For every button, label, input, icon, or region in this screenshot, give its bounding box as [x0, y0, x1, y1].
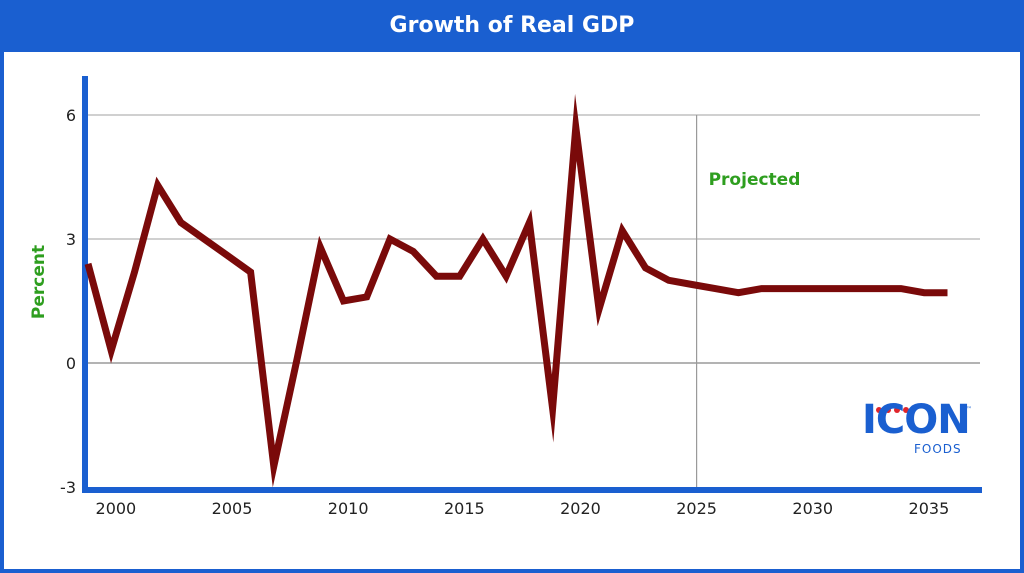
axes — [82, 76, 982, 493]
title-bar: Growth of Real GDP — [0, 0, 1024, 52]
y-tick-labels: -3 0 3 6 — [60, 106, 76, 497]
logo-dots — [867, 398, 912, 417]
logo-subtext: FOODS — [914, 442, 962, 456]
y-tick-0: 0 — [66, 354, 76, 373]
x-tick-2005: 2005 — [212, 499, 253, 518]
x-tick-2020: 2020 — [560, 499, 601, 518]
x-tick-2025: 2025 — [676, 499, 717, 518]
x-tick-2015: 2015 — [444, 499, 485, 518]
y-tick-6: 6 — [66, 106, 76, 125]
x-tick-2010: 2010 — [328, 499, 369, 518]
icon-foods-logo: ICON ™ FOODS — [862, 398, 974, 460]
projected-annotation: Projected — [709, 170, 801, 190]
x-tick-2030: 2030 — [792, 499, 833, 518]
x-tick-labels: 2000 2005 2010 2015 2020 2025 2030 2035 — [96, 499, 950, 518]
chart-title: Growth of Real GDP — [389, 13, 635, 38]
logo-wordmark: ICON — [862, 397, 971, 443]
y-tick-3: 3 — [66, 230, 76, 249]
y-tick--3: -3 — [60, 478, 76, 497]
x-tick-2035: 2035 — [909, 499, 950, 518]
y-axis-label: Percent — [29, 245, 49, 319]
x-tick-2000: 2000 — [96, 499, 137, 518]
logo-trademark: ™ — [966, 406, 972, 413]
gdp-growth-line — [84, 93, 948, 488]
